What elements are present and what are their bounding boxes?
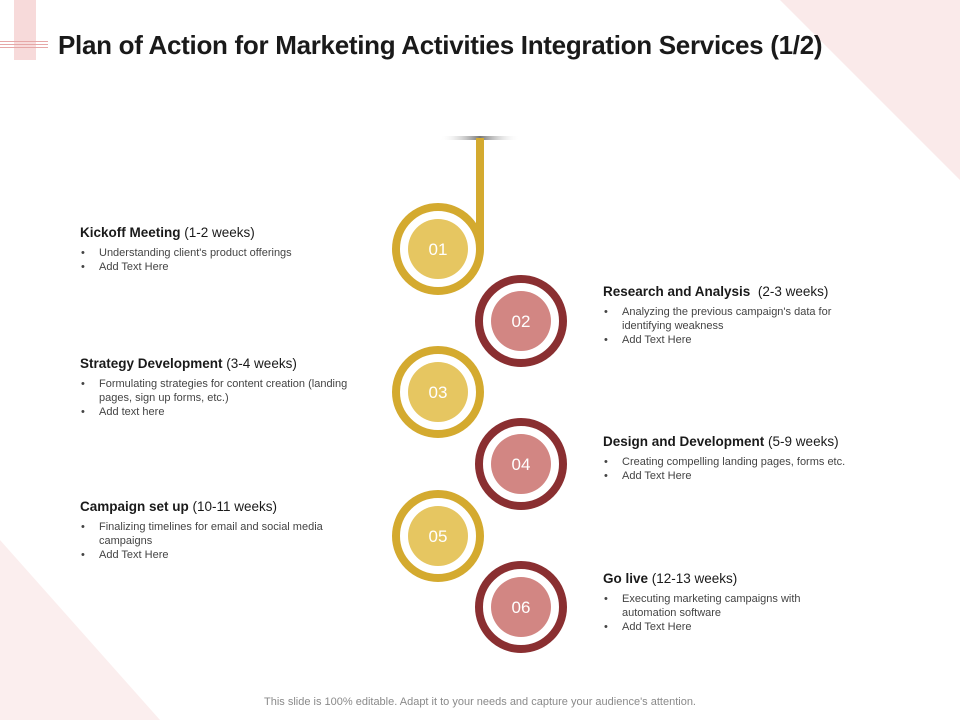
step-4-heading: Design and Development (5-9 weeks) xyxy=(603,434,923,449)
step-6-ring xyxy=(475,561,567,653)
step-5-bullet-2: Add Text Here xyxy=(81,548,380,562)
step-5-text: Campaign set up (10-11 weeks) Finalizing… xyxy=(80,499,380,562)
step-3-marker: 03 xyxy=(392,346,484,438)
step-6-bullets: Executing marketing campaigns with autom… xyxy=(603,592,873,634)
step-1-bullet-2: Add Text Here xyxy=(81,260,380,274)
decor-corner-bottom-left xyxy=(0,540,160,720)
step-3-bullet-2: Add text here xyxy=(81,405,380,419)
step-4-text: Design and Development (5-9 weeks) Creat… xyxy=(603,434,923,483)
step-6-disc xyxy=(491,577,551,637)
step-4-bullets: Creating compelling landing pages, forms… xyxy=(603,455,923,483)
step-1-duration: (1-2 weeks) xyxy=(180,225,255,240)
step-4-disc xyxy=(491,434,551,494)
step-6-heading: Go live (12-13 weeks) xyxy=(603,571,873,586)
step-3-text: Strategy Development (3-4 weeks) Formula… xyxy=(80,356,380,419)
step-3-bullets: Formulating strategies for content creat… xyxy=(80,377,380,419)
step-1-text: Kickoff Meeting (1-2 weeks) Understandin… xyxy=(80,225,380,274)
step-1-title: Kickoff Meeting xyxy=(80,225,181,240)
decor-lines-top-left xyxy=(0,41,48,49)
step-5-number: 05 xyxy=(429,527,448,546)
step-2-disc xyxy=(491,291,551,351)
step-1-number: 01 xyxy=(429,240,448,259)
step-4-title: Design and Development xyxy=(603,434,765,449)
step-1-ring xyxy=(392,203,484,295)
step-3-heading: Strategy Development (3-4 weeks) xyxy=(80,356,380,371)
step-6-number: 06 xyxy=(512,598,531,617)
step-1-bullet-1: Understanding client's product offerings xyxy=(81,246,380,260)
step-2-marker: 02 xyxy=(475,275,567,367)
step-2-ring xyxy=(475,275,567,367)
step-4-duration: (5-9 weeks) xyxy=(764,434,839,449)
step-2-bullet-1: Analyzing the previous campaign's data f… xyxy=(604,305,862,333)
decor-bar-top-left xyxy=(14,0,36,60)
page-title: Plan of Action for Marketing Activities … xyxy=(58,30,823,60)
step-5-bullet-1: Finalizing timelines for email and socia… xyxy=(81,520,324,548)
step-4-number: 04 xyxy=(512,455,531,474)
step-6-text: Go live (12-13 weeks) Executing marketin… xyxy=(603,571,873,634)
step-2-bullets: Analyzing the previous campaign's data f… xyxy=(603,305,873,347)
step-4-ring xyxy=(475,418,567,510)
step-2-heading: Research and Analysis (2-3 weeks) xyxy=(603,284,873,299)
step-3-number: 03 xyxy=(429,383,448,402)
step-5-title: Campaign set up xyxy=(80,499,189,514)
step-2-duration: (2-3 weeks) xyxy=(750,284,829,299)
step-6-bullet-2: Add Text Here xyxy=(604,620,873,634)
step-3-disc xyxy=(408,362,468,422)
step-5-marker: 05 xyxy=(392,490,484,582)
step-6-title: Go live xyxy=(603,571,649,586)
step-1-disc xyxy=(408,219,468,279)
step-6-marker: 06 xyxy=(475,561,567,653)
step-1-bullets: Understanding client's product offerings… xyxy=(80,246,380,274)
step-2-title: Research and Analysis xyxy=(603,284,751,299)
step-6-duration: (12-13 weeks) xyxy=(648,571,738,586)
step-3-duration: (3-4 weeks) xyxy=(222,356,297,371)
step-5-heading: Campaign set up (10-11 weeks) xyxy=(80,499,380,514)
step-5-ring xyxy=(392,490,484,582)
step-3-bullet-1: Formulating strategies for content creat… xyxy=(81,377,379,405)
step-4-marker: 04 xyxy=(475,418,567,510)
step-4-bullet-2: Add Text Here xyxy=(604,469,923,483)
timeline-stem xyxy=(476,138,484,250)
step-6-bullet-1: Executing marketing campaigns with autom… xyxy=(604,592,837,620)
step-1-heading: Kickoff Meeting (1-2 weeks) xyxy=(80,225,380,240)
step-3-ring xyxy=(392,346,484,438)
step-2-bullet-2: Add Text Here xyxy=(604,333,873,347)
decor-corner-top-right xyxy=(780,0,960,180)
step-5-disc xyxy=(408,506,468,566)
step-4-bullet-1: Creating compelling landing pages, forms… xyxy=(604,455,923,469)
step-2-text: Research and Analysis (2-3 weeks) Analyz… xyxy=(603,284,873,347)
step-5-duration: (10-11 weeks) xyxy=(188,499,278,514)
footer-note: This slide is 100% editable. Adapt it to… xyxy=(264,696,696,708)
step-1-marker: 01 xyxy=(392,203,484,295)
step-5-bullets: Finalizing timelines for email and socia… xyxy=(80,520,380,562)
step-3-title: Strategy Development xyxy=(80,356,223,371)
step-2-number: 02 xyxy=(512,312,531,331)
